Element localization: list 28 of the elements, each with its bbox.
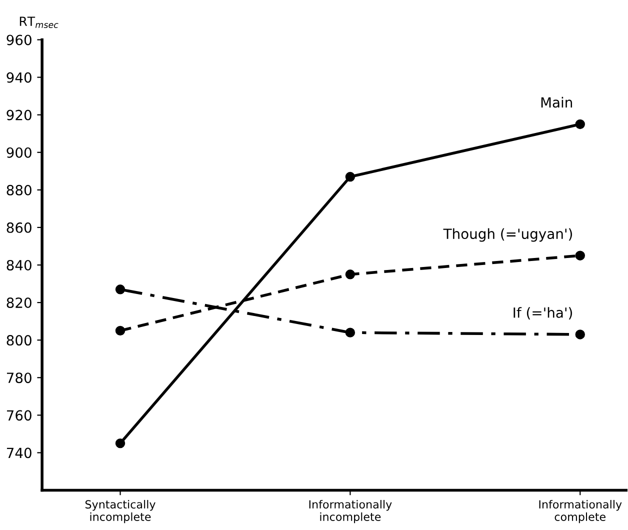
series-label: If (='ha') [514, 307, 572, 320]
point [575, 330, 585, 340]
point [345, 328, 356, 338]
series-label: Main [541, 96, 572, 108]
point [575, 119, 585, 130]
x-tick-label: Informationally incomplete [309, 500, 392, 524]
series-label: Though (='ugyan') [443, 228, 572, 242]
y-tick-label: 780 [6, 372, 32, 384]
y-tick-label: 960 [6, 34, 32, 46]
y-tick-label: 760 [6, 410, 32, 421]
point [115, 438, 126, 448]
y-tick-label: 800 [6, 335, 32, 346]
point [115, 284, 126, 294]
y-tick-label: 920 [6, 110, 32, 120]
point [115, 326, 126, 336]
y-tick-label: 840 [6, 260, 32, 270]
point [575, 250, 585, 260]
x-tick-label: Informationally complete [539, 500, 622, 524]
y-tick-label: 860 [6, 222, 32, 233]
y-axis-title: RT$_{msec}$ [20, 16, 58, 28]
x-tick-label: Syntactically incomplete [85, 500, 156, 524]
y-tick-label: 740 [6, 448, 32, 458]
point [345, 172, 356, 182]
y-tick-label: 880 [6, 184, 32, 196]
y-tick-label: 820 [6, 298, 32, 308]
y-tick-label: 940 [6, 72, 32, 83]
point [345, 270, 356, 280]
y-tick-label: 900 [6, 147, 32, 158]
